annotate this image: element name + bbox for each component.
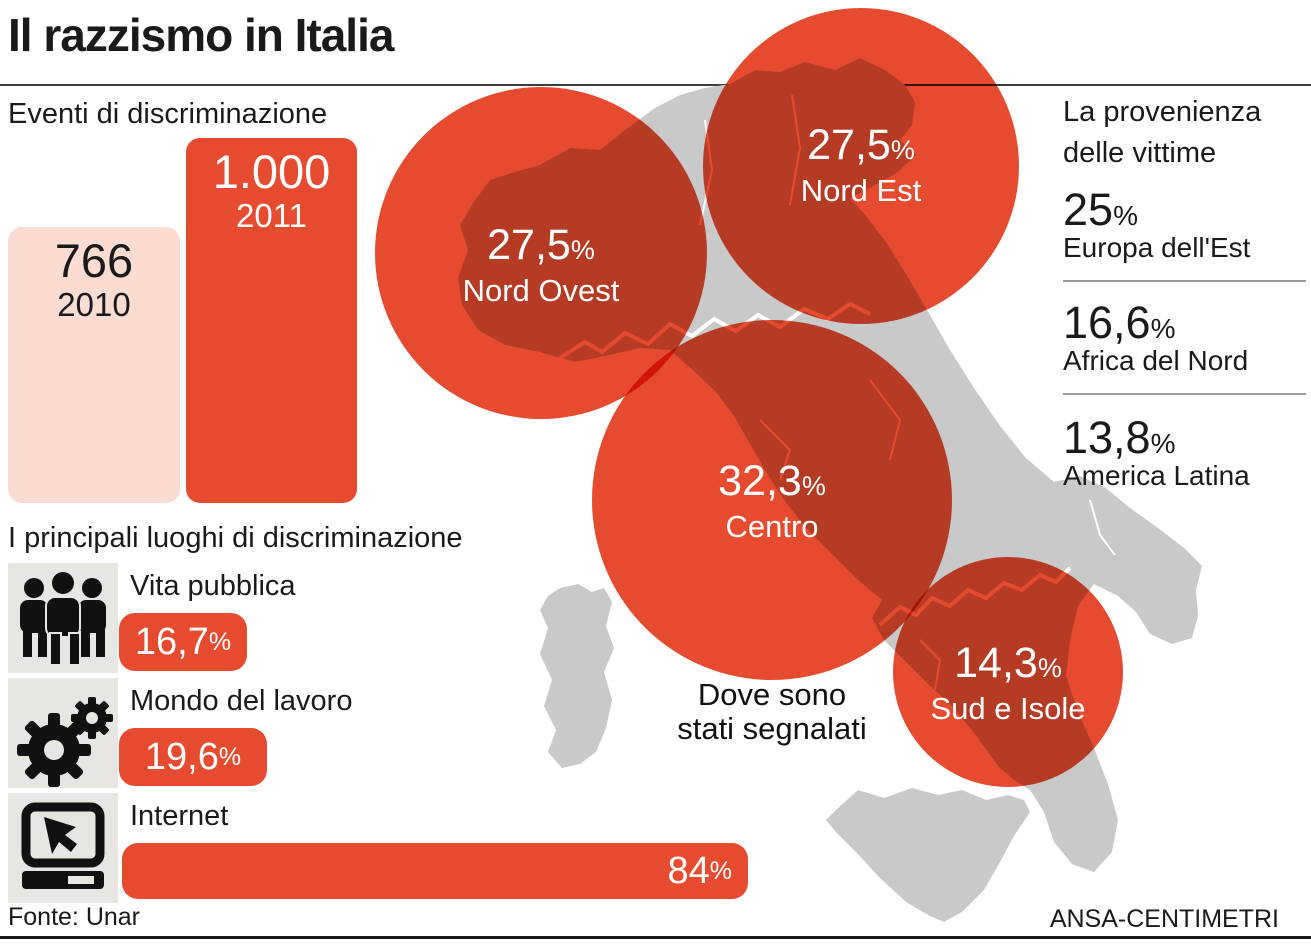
source-note: Fonte: Unar xyxy=(8,903,141,931)
gears-icon xyxy=(17,697,113,787)
place-label-mondo-del-lavoro: Mondo del lavoro xyxy=(130,685,353,717)
region-label-nord-ovest: 27,5% Nord Ovest xyxy=(391,222,691,309)
origins-divider xyxy=(1063,393,1306,395)
bar-2011-value: 1.000 xyxy=(212,145,331,198)
computer-icon-box xyxy=(8,793,118,903)
bar-2010-year: 2010 xyxy=(57,286,131,323)
bottom-divider xyxy=(0,936,1311,939)
region-circle-nord-ovest xyxy=(375,87,707,419)
place-value-mondo-del-lavoro: 19,6% xyxy=(119,728,267,786)
bar-2010: 766 2010 xyxy=(8,227,180,503)
gears-icon-box xyxy=(8,678,118,788)
events-heading: Eventi di discriminazione xyxy=(8,98,328,130)
origin-label-america-latina: America Latina xyxy=(1063,460,1250,491)
region-value: 14,3% xyxy=(954,639,1062,687)
region-name: Centro xyxy=(725,509,819,544)
region-label-nord-est: 27,5% Nord Est xyxy=(711,122,1011,209)
bar-2010-value: 766 xyxy=(54,234,134,287)
origin-value-america-latina: 13,8% xyxy=(1063,412,1176,463)
places-heading: I principali luoghi di discriminazione xyxy=(8,522,463,554)
title-divider xyxy=(0,84,1311,86)
place-label-internet: Internet xyxy=(130,800,229,832)
region-circle-nord-est xyxy=(703,8,1019,324)
region-value: 27,5% xyxy=(487,221,595,269)
bar-2011: 1.000 2011 xyxy=(186,138,357,503)
origin-label-africa-nord: Africa del Nord xyxy=(1063,345,1249,376)
region-circle-centro xyxy=(592,320,952,680)
region-name: Nord Ovest xyxy=(462,273,620,308)
region-circle-sud xyxy=(893,557,1123,787)
region-value: 32,3% xyxy=(718,457,826,505)
credit-note: ANSA-CENTIMETRI xyxy=(1049,905,1279,933)
region-value: 27,5% xyxy=(807,121,915,169)
place-value-vita-pubblica: 16,7% xyxy=(119,613,247,671)
origin-value-africa-nord: 16,6% xyxy=(1063,297,1176,348)
map-note: Dove sono stati segnalati xyxy=(677,677,867,746)
people-icon-box xyxy=(8,563,118,673)
region-name: Sud e Isole xyxy=(930,691,1086,726)
sardinia xyxy=(540,584,614,768)
people-icon xyxy=(20,570,106,666)
computer-icon xyxy=(21,802,105,889)
region-label-centro: 32,3% Centro xyxy=(622,458,922,545)
origins-panel: La provenienza delle vittime 25% Europa … xyxy=(1063,90,1309,510)
place-label-vita-pubblica: Vita pubblica xyxy=(130,570,296,602)
origins-heading: La provenienza delle vittime xyxy=(1063,96,1262,169)
bar-2011-year: 2011 xyxy=(236,197,307,234)
page-title: Il razzismo in Italia xyxy=(8,9,394,61)
sicily xyxy=(826,788,1030,922)
region-name: Nord Est xyxy=(800,173,922,208)
origins-divider xyxy=(1063,280,1306,282)
origin-value-europa-est: 25% xyxy=(1063,184,1138,235)
region-label-sud: 14,3% Sud e Isole xyxy=(858,640,1158,727)
origin-label-europa-est: Europa dell'Est xyxy=(1063,232,1251,263)
place-value-internet: 84% xyxy=(122,843,748,899)
